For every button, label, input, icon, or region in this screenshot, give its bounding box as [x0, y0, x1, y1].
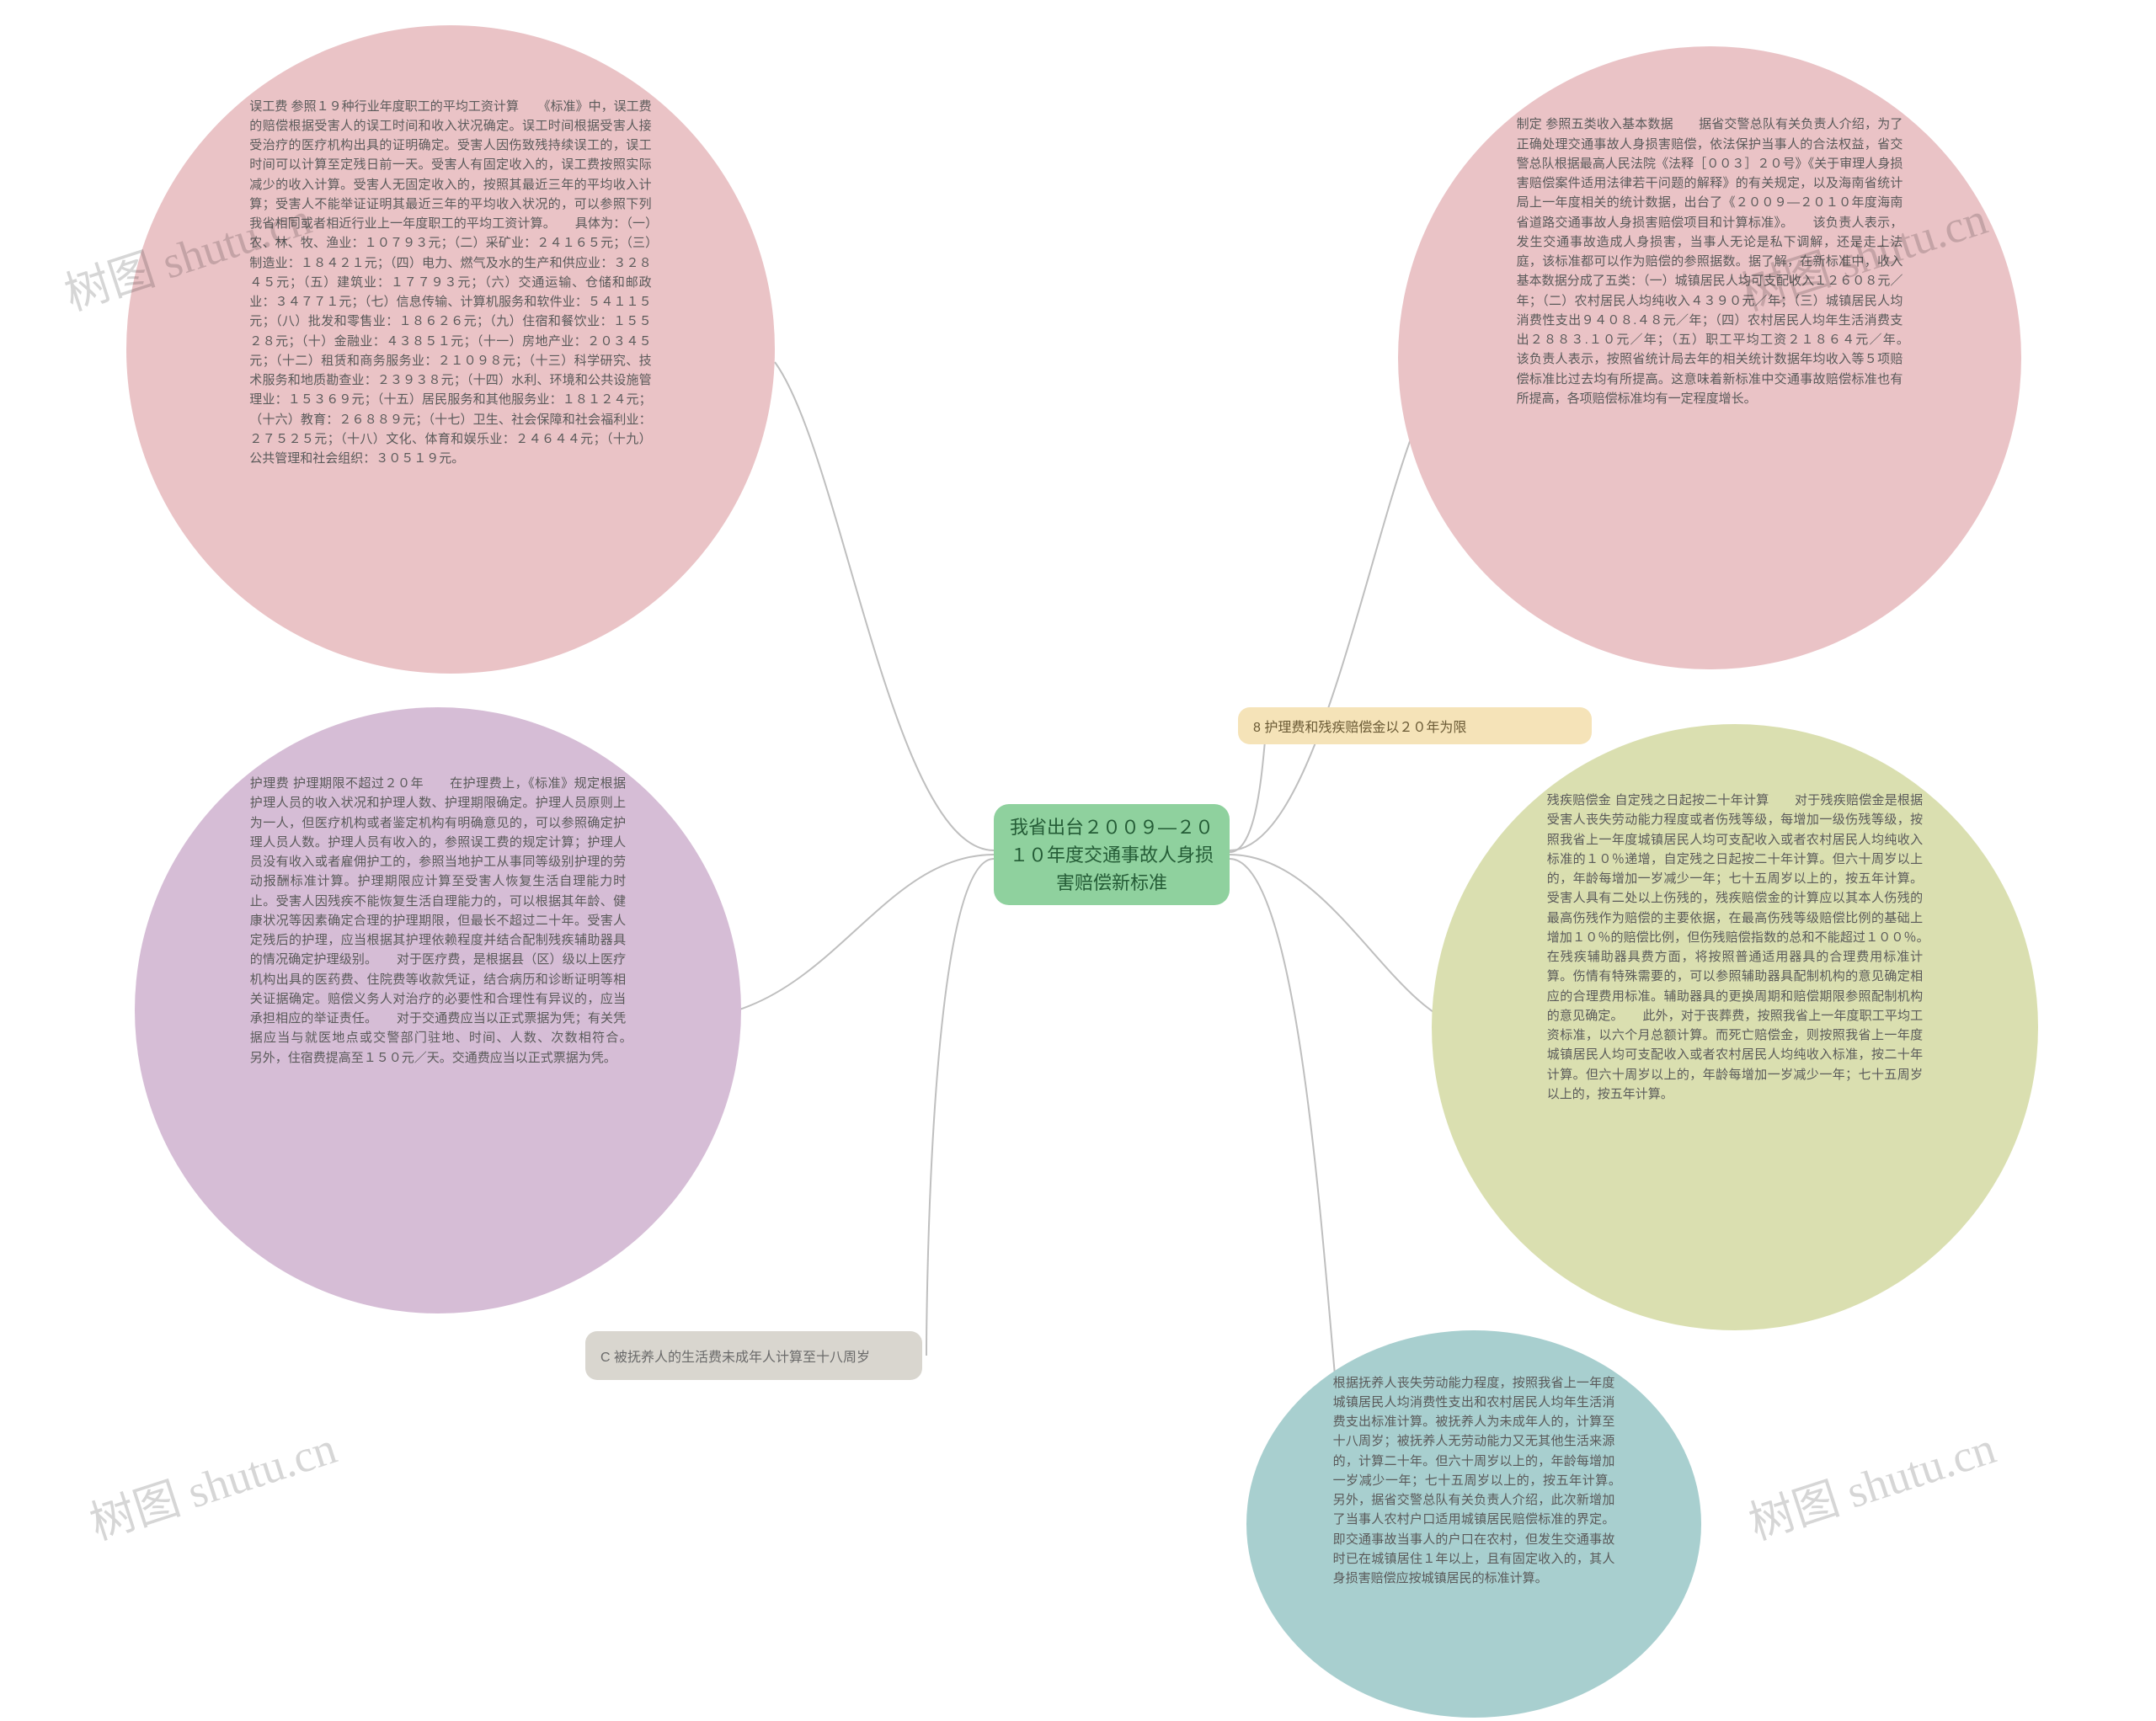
- node-pill-right-text: 8 护理费和残疾赔偿金以２０年为限: [1253, 716, 1466, 736]
- node-top-left-text: 误工费 参照１９种行业年度职工的平均工资计算 《标准》中，误工费的赔偿根据受害人…: [249, 97, 651, 603]
- node-mid-left-text: 护理费 护理期限不超过２０年 在护理费上，《标准》规定根据护理人员的收入状况和护…: [250, 774, 626, 1247]
- node-mid-right-text: 残疾赔偿金 自定残之日起按二十年计算 对于残疾赔偿金是根据受害人丧失劳动能力程度…: [1547, 791, 1923, 1264]
- node-mid-right[interactable]: 残疾赔偿金 自定残之日起按二十年计算 对于残疾赔偿金是根据受害人丧失劳动能力程度…: [1432, 724, 2038, 1330]
- node-top-right-text: 制定 参照五类收入基本数据 据省交警总队有关负责人介绍，为了正确处理交通事故人身…: [1517, 115, 1903, 600]
- node-pill-left[interactable]: C 被抚养人的生活费未成年人计算至十八周岁: [585, 1331, 922, 1380]
- node-bottom-right[interactable]: 根据抚养人丧失劳动能力程度，按照我省上一年度城镇居民人均消费性支出和农村居民人均…: [1246, 1330, 1701, 1718]
- node-top-left[interactable]: 误工费 参照１９种行业年度职工的平均工资计算 《标准》中，误工费的赔偿根据受害人…: [126, 25, 775, 674]
- node-mid-left[interactable]: 护理费 护理期限不超过２０年 在护理费上，《标准》规定根据护理人员的收入状况和护…: [135, 707, 741, 1313]
- node-top-right[interactable]: 制定 参照五类收入基本数据 据省交警总队有关负责人介绍，为了正确处理交通事故人身…: [1398, 46, 2021, 669]
- node-bottom-right-text: 根据抚养人丧失劳动能力程度，按照我省上一年度城镇居民人均消费性支出和农村居民人均…: [1333, 1373, 1615, 1676]
- node-pill-right[interactable]: 8 护理费和残疾赔偿金以２０年为限: [1238, 707, 1592, 744]
- center-topic[interactable]: 我省出台２００９—２０ １０年度交通事故人身损 害赔偿新标准: [994, 804, 1230, 905]
- node-pill-left-text: C 被抚养人的生活费未成年人计算至十八周岁: [600, 1345, 870, 1366]
